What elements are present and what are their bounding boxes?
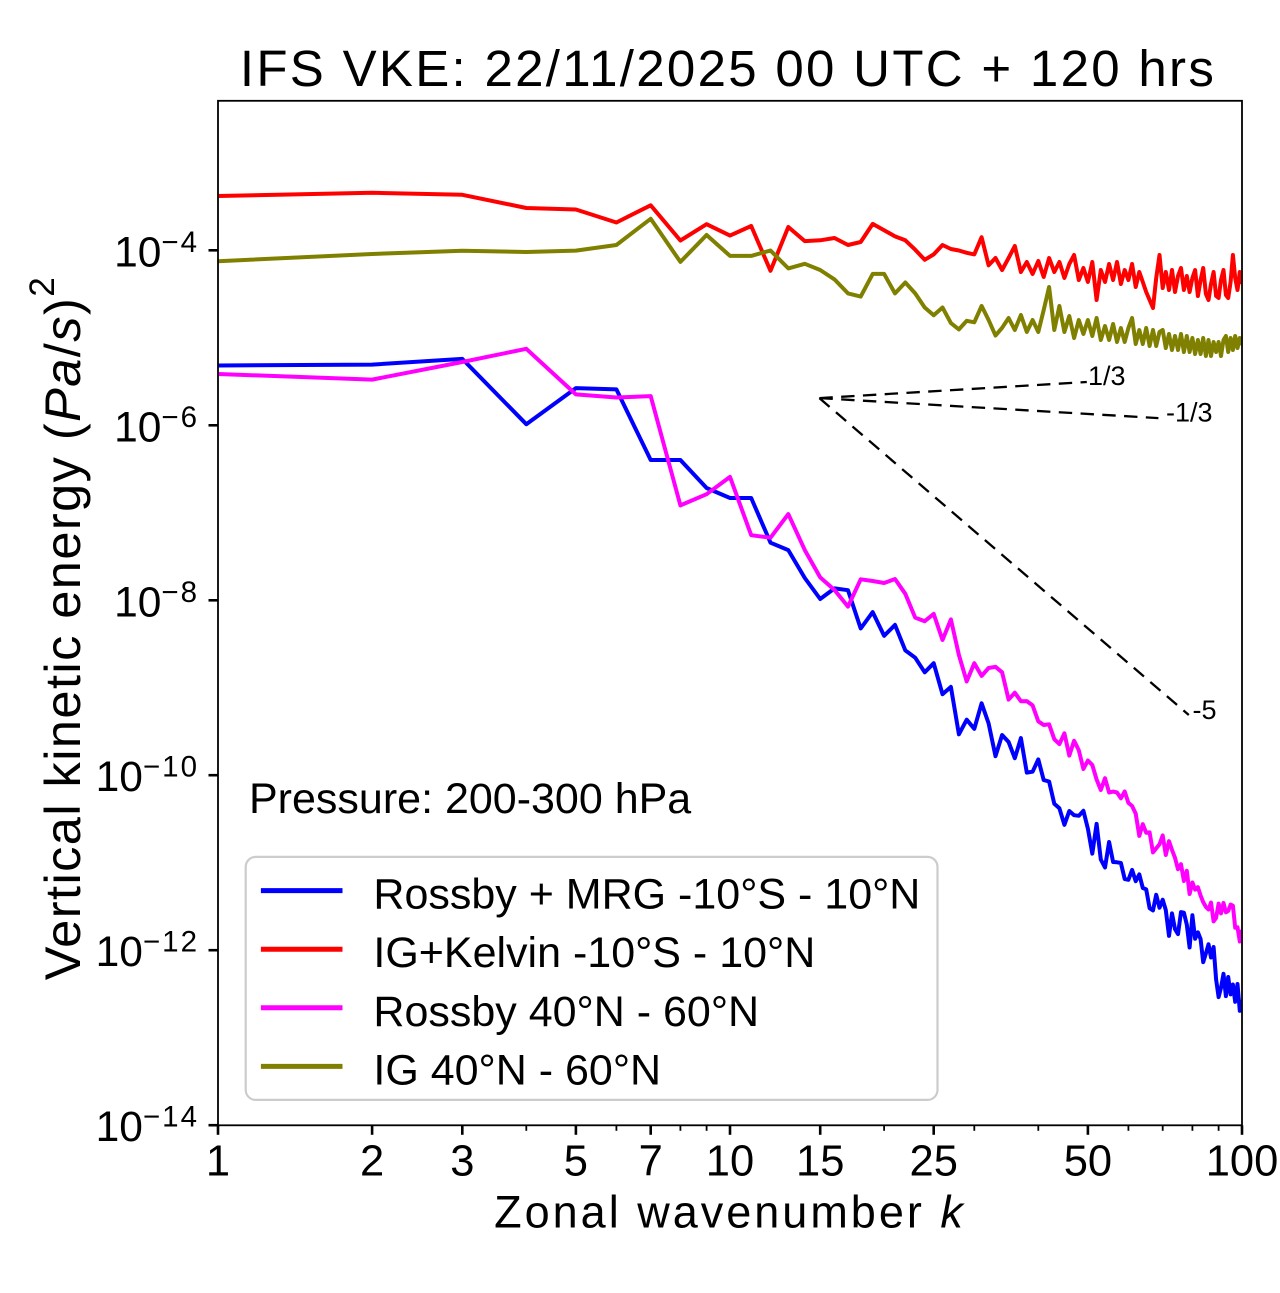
svg-text:25: 25 [910,1138,958,1186]
svg-text:Rossby + MRG -10°S - 10°N: Rossby + MRG -10°S - 10°N [373,871,920,919]
svg-text:Vertical kinetic energy (Pa/s): Vertical kinetic energy (Pa/s)2 [23,276,91,980]
svg-text:IG 40°N - 60°N: IG 40°N - 60°N [373,1046,661,1094]
svg-text:-1/3: -1/3 [1166,398,1213,428]
svg-text:2: 2 [360,1138,384,1186]
svg-text:50: 50 [1064,1138,1112,1186]
svg-text:100: 100 [1206,1138,1279,1186]
svg-text:10: 10 [706,1138,754,1186]
svg-text:Rossby 40°N - 60°N: Rossby 40°N - 60°N [373,988,759,1036]
svg-text:-5: -5 [1193,695,1217,725]
svg-text:1: 1 [206,1138,230,1186]
svg-text:IG+Kelvin -10°S - 10°N: IG+Kelvin -10°S - 10°N [373,929,815,977]
svg-text:Zonal wavenumber k: Zonal wavenumber k [494,1187,966,1238]
svg-text:10−4: 10−4 [114,226,199,277]
svg-text:Pressure: 200-300 hPa: Pressure: 200-300 hPa [249,775,691,823]
svg-text:3: 3 [450,1138,474,1186]
svg-text:IFS VKE: 22/11/2025 00 UTC + 1: IFS VKE: 22/11/2025 00 UTC + 120 hrs [240,40,1216,97]
svg-text:15: 15 [796,1138,844,1186]
svg-text:10−6: 10−6 [114,401,199,452]
svg-text:7: 7 [639,1138,663,1186]
svg-text:5: 5 [564,1138,588,1186]
svg-text:1/3: 1/3 [1088,361,1126,391]
